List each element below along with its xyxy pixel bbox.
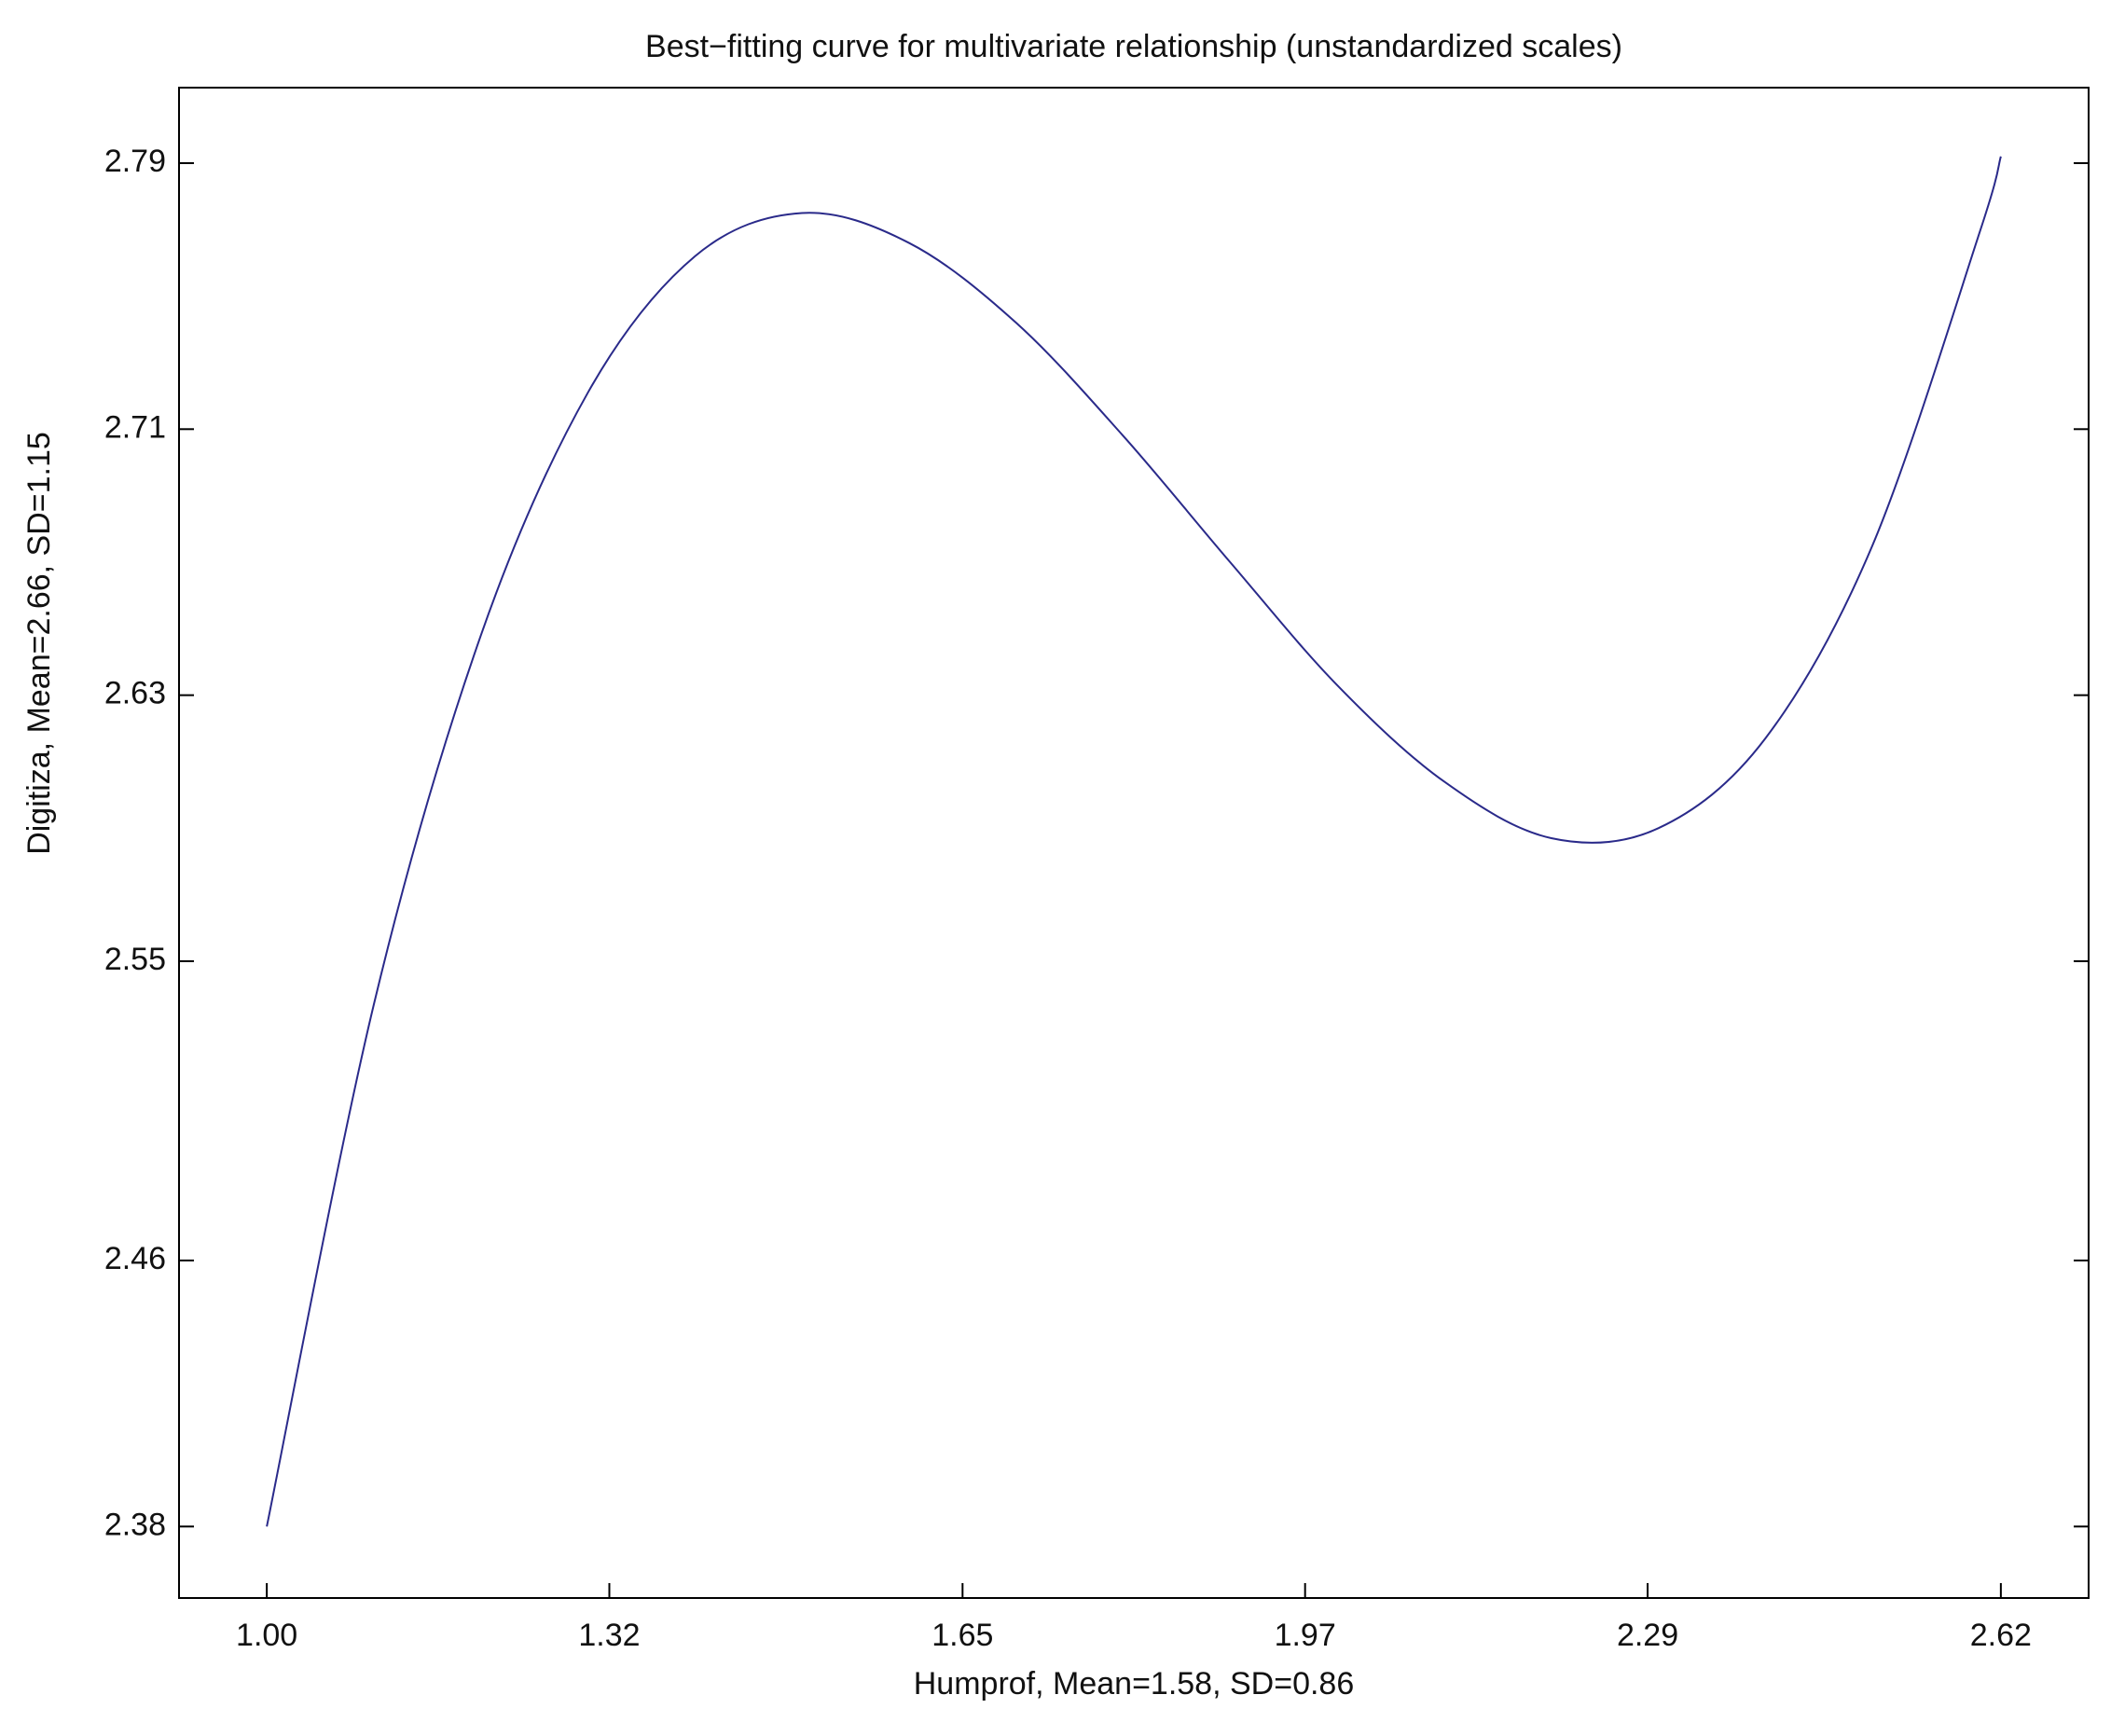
x-axis-label: Humprof, Mean=1.58, SD=0.86 — [914, 1666, 1355, 1702]
plot-frame — [178, 87, 2090, 1599]
x-tick-label: 1.00 — [236, 1618, 297, 1653]
chart-title: Best−fitting curve for multivariate rela… — [645, 29, 1622, 64]
y-tick-label: 2.71 — [104, 409, 166, 445]
y-tick-label: 2.63 — [104, 676, 166, 711]
y-tick-label: 2.38 — [104, 1507, 166, 1542]
y-tick-label: 2.55 — [104, 942, 166, 977]
x-tick-label: 1.65 — [931, 1618, 993, 1653]
x-tick-label: 1.32 — [578, 1618, 640, 1653]
y-tick-label: 2.79 — [104, 144, 166, 179]
y-tick-label: 2.46 — [104, 1241, 166, 1276]
y-axis-label: Digitiza, Mean=2.66, SD=1.15 — [21, 432, 57, 855]
x-tick-label: 2.62 — [1970, 1618, 2032, 1653]
x-tick-label: 2.29 — [1617, 1618, 1678, 1653]
line-series — [266, 156, 2002, 1527]
x-tick-label: 1.97 — [1275, 1618, 1336, 1653]
